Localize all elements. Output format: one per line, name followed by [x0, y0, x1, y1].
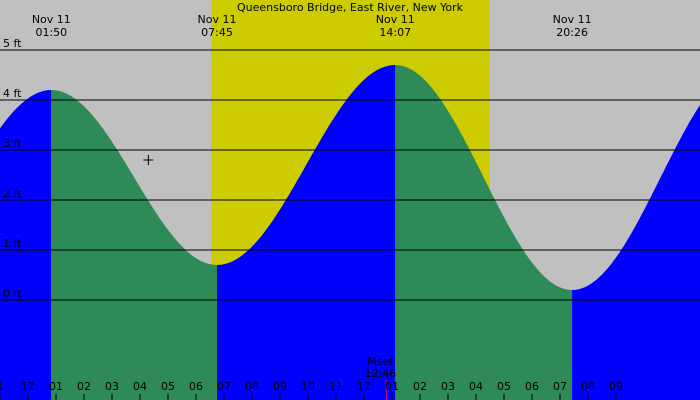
y-tick-label: 4 ft [3, 87, 22, 100]
x-tick-label: 08 [245, 380, 259, 393]
falling-tide-area [51, 90, 217, 400]
extreme-time-label: 14:07 [379, 26, 411, 39]
x-tick-label: 02 [413, 380, 427, 393]
chart-title: Queensboro Bridge, East River, New York [237, 1, 464, 14]
y-tick-label: 2 ft [3, 187, 22, 200]
x-tick-label: 09 [273, 380, 287, 393]
x-tick-label: 04 [133, 380, 147, 393]
x-tick-label: 01 [49, 380, 63, 393]
x-tick-label: 12 [21, 380, 35, 393]
moonset-label: Mset [367, 355, 394, 368]
x-tick-label: 12 [357, 380, 371, 393]
rising-tide-area [0, 90, 52, 400]
extreme-time-label: 20:26 [556, 26, 588, 39]
y-tick-label: 1 ft [3, 237, 22, 250]
x-tick-label: 04 [469, 380, 483, 393]
x-tick-label: 07 [217, 380, 231, 393]
x-tick-label: 1 [0, 380, 4, 393]
x-tick-label: 03 [441, 380, 455, 393]
x-tick-label: 05 [161, 380, 175, 393]
x-tick-label: 06 [525, 380, 539, 393]
x-tick-label: 01 [385, 380, 399, 393]
x-tick-label: 08 [581, 380, 595, 393]
y-tick-label: 5 ft [3, 37, 22, 50]
x-tick-label: 11 [329, 380, 343, 393]
moonset-time-label: 12:46 [365, 367, 397, 380]
x-tick-label: 05 [497, 380, 511, 393]
rising-tide-area [217, 65, 396, 400]
y-tick-label: 3 ft [3, 137, 22, 150]
x-tick-label: 03 [105, 380, 119, 393]
x-tick-label: 10 [301, 380, 315, 393]
extreme-date-label: Nov 11 [198, 13, 237, 26]
extreme-time-label: 07:45 [201, 26, 233, 39]
x-tick-label: 06 [189, 380, 203, 393]
extreme-date-label: Nov 11 [376, 13, 415, 26]
x-tick-label: 09 [609, 380, 623, 393]
falling-tide-area [395, 65, 573, 400]
x-tick-label: 02 [77, 380, 91, 393]
extreme-date-label: Nov 11 [553, 13, 592, 26]
rising-tide-area [572, 105, 700, 400]
extreme-time-label: 01:50 [35, 26, 67, 39]
x-tick-label: 07 [553, 380, 567, 393]
y-tick-label: 0 ft [3, 287, 22, 300]
extreme-date-label: Nov 11 [32, 13, 71, 26]
